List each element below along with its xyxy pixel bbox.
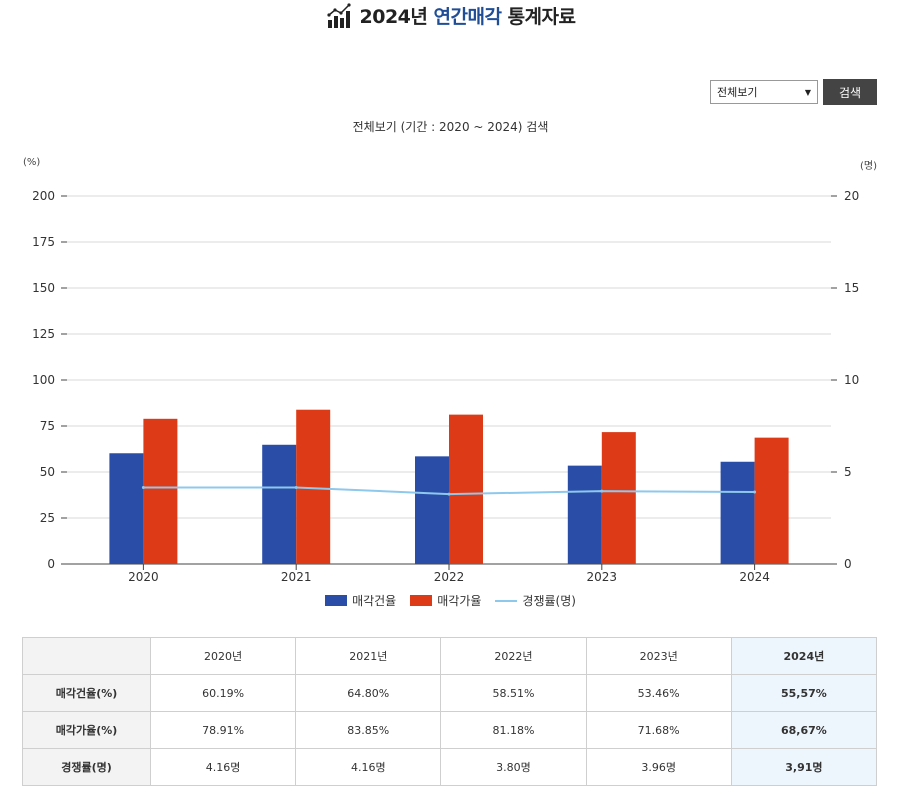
table-cell: 3.80명 <box>440 748 587 786</box>
y-left-tick-label: 200 <box>32 189 55 203</box>
table-cell: 4.16명 <box>149 748 297 786</box>
y-left-tick-label: 100 <box>32 373 55 387</box>
y-left-tick-label: 150 <box>32 281 55 295</box>
table-header-cell: 2022년 <box>440 637 587 675</box>
x-tick-label: 2022 <box>434 570 465 584</box>
table-cell: 58.51% <box>440 674 587 712</box>
bar-count-rate <box>567 465 602 564</box>
table-row-label: 매각건율(%) <box>22 674 151 712</box>
y-right-tick-label: 20 <box>844 189 859 203</box>
bar-price-rate <box>754 437 789 564</box>
bar-chart-icon <box>326 2 351 28</box>
table-cell: 55,57% <box>730 674 878 712</box>
period-select-value: 전체보기 <box>717 86 758 99</box>
table-row: 매각건율(%) 60.19% 64.80% 58.51% 53.46% 55,5… <box>22 674 878 712</box>
legend-swatch <box>410 595 433 606</box>
legend-label: 매각가율 <box>437 594 482 608</box>
title-text: 2024년 연간매각 통계자료 <box>360 2 576 29</box>
y-left-tick-label: 25 <box>40 511 55 525</box>
filter-controls: 전체보기 ▼ 검색 <box>710 79 877 105</box>
x-tick-label: 2020 <box>128 570 159 584</box>
y-left-tick-label: 75 <box>40 419 55 433</box>
table-row: 경쟁률(명) 4.16명 4.16명 3.80명 3.96명 3,91명 <box>22 748 878 786</box>
bar-count-rate <box>262 444 297 564</box>
chevron-down-icon: ▼ <box>804 87 811 97</box>
table-header-row: 2020년 2021년 2022년 2023년 2024년 <box>22 637 878 675</box>
right-axis-unit: (명) <box>860 161 878 172</box>
table-cell: 3.96명 <box>585 748 732 786</box>
bar-count-rate <box>415 456 449 564</box>
bar-price-rate <box>449 414 483 564</box>
x-tick-label: 2021 <box>281 570 312 584</box>
stats-table: 2020년 2021년 2022년 2023년 2024년 매각건율(%) 60… <box>22 637 878 786</box>
y-left-tick-label: 0 <box>47 557 55 571</box>
page-title: 2024년 연간매각 통계자료 <box>0 2 901 34</box>
bar-count-rate <box>720 461 755 564</box>
table-header-cell: 2021년 <box>295 637 442 675</box>
bar-price-rate <box>601 432 636 564</box>
legend-line <box>495 599 518 602</box>
table-cell: 81.18% <box>440 711 587 749</box>
table-cell: 71.68% <box>585 711 732 749</box>
period-select[interactable]: 전체보기 ▼ <box>710 80 818 104</box>
table-cell: 60.19% <box>149 674 297 712</box>
bar-price-rate <box>143 418 178 564</box>
table-cell: 4.16명 <box>295 748 442 786</box>
left-axis-unit: (%) <box>23 157 41 168</box>
table-cell: 83.85% <box>295 711 442 749</box>
y-right-tick-label: 0 <box>844 557 852 571</box>
table-cell: 3,91명 <box>730 748 878 786</box>
table-corner <box>22 637 151 675</box>
legend-label: 매각건율 <box>352 594 397 608</box>
chart-subtitle: 전체보기 (기간 : 2020 ~ 2024) 검색 <box>352 120 549 134</box>
search-button[interactable]: 검색 <box>823 79 877 105</box>
title-year: 2024년 <box>359 6 428 28</box>
chart-legend: 매각건율 매각가율 경쟁률(명) <box>0 592 901 609</box>
line-point <box>141 485 145 489</box>
x-tick-label: 2023 <box>587 570 618 584</box>
y-right-tick-label: 5 <box>844 465 852 479</box>
table-cell: 68,67% <box>730 711 878 749</box>
y-left-tick-label: 50 <box>40 465 55 479</box>
line-point <box>600 489 604 493</box>
table-header-cell: 2024년 <box>730 637 878 675</box>
table-cell: 78.91% <box>149 711 297 749</box>
y-left-tick-label: 125 <box>32 327 55 341</box>
y-left-tick-label: 175 <box>32 235 55 249</box>
bar-count-rate <box>109 453 144 564</box>
title-rest: 통계자료 <box>507 6 576 28</box>
table-row-label: 경쟁률(명) <box>22 748 151 786</box>
table-header-cell: 2023년 <box>585 637 732 675</box>
legend-item-count-rate[interactable]: 매각건율 <box>325 592 396 609</box>
legend-label: 경쟁률(명) <box>522 594 576 608</box>
legend-swatch <box>325 595 348 606</box>
table-cell: 53.46% <box>585 674 732 712</box>
y-right-tick-label: 15 <box>844 281 859 295</box>
title-accent: 연간매각 <box>433 6 502 28</box>
y-right-tick-label: 10 <box>844 373 859 387</box>
line-point <box>753 490 757 494</box>
table-row: 매각가율(%) 78.91% 83.85% 81.18% 71.68% 68,6… <box>22 711 878 749</box>
x-tick-label: 2024 <box>739 570 770 584</box>
line-point <box>294 485 298 489</box>
table-row-label: 매각가율(%) <box>22 711 151 749</box>
table-cell: 64.80% <box>295 674 442 712</box>
legend-item-competition[interactable]: 경쟁률(명) <box>495 592 576 609</box>
legend-item-price-rate[interactable]: 매각가율 <box>410 592 481 609</box>
table-header-cell: 2020년 <box>149 637 297 675</box>
line-point <box>447 492 451 496</box>
